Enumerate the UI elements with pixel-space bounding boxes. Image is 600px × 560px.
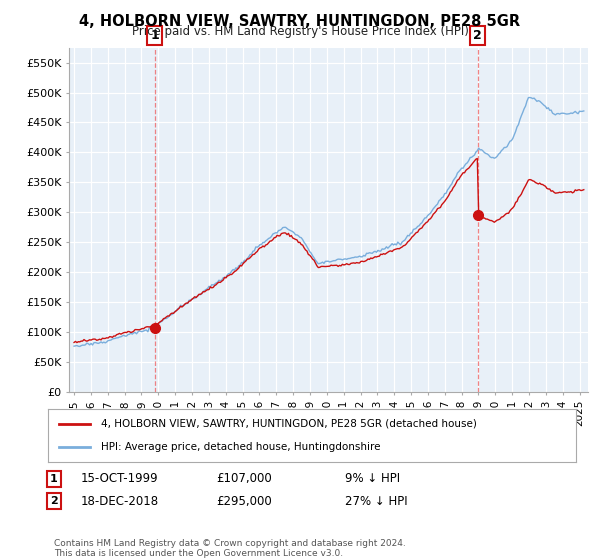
Text: 1: 1	[50, 474, 58, 484]
Text: 2: 2	[50, 496, 58, 506]
Text: HPI: Average price, detached house, Huntingdonshire: HPI: Average price, detached house, Hunt…	[101, 442, 380, 452]
Text: £107,000: £107,000	[216, 472, 272, 486]
Text: 18-DEC-2018: 18-DEC-2018	[81, 494, 159, 508]
Text: 27% ↓ HPI: 27% ↓ HPI	[345, 494, 407, 508]
Text: 1: 1	[151, 29, 159, 42]
Text: £295,000: £295,000	[216, 494, 272, 508]
Text: Contains HM Land Registry data © Crown copyright and database right 2024.
This d: Contains HM Land Registry data © Crown c…	[54, 539, 406, 558]
Text: 15-OCT-1999: 15-OCT-1999	[81, 472, 158, 486]
Text: 2: 2	[473, 29, 482, 42]
Text: 4, HOLBORN VIEW, SAWTRY, HUNTINGDON, PE28 5GR (detached house): 4, HOLBORN VIEW, SAWTRY, HUNTINGDON, PE2…	[101, 419, 476, 429]
Text: Price paid vs. HM Land Registry's House Price Index (HPI): Price paid vs. HM Land Registry's House …	[131, 25, 469, 38]
Text: 4, HOLBORN VIEW, SAWTRY, HUNTINGDON, PE28 5GR: 4, HOLBORN VIEW, SAWTRY, HUNTINGDON, PE2…	[79, 14, 521, 29]
Text: 9% ↓ HPI: 9% ↓ HPI	[345, 472, 400, 486]
